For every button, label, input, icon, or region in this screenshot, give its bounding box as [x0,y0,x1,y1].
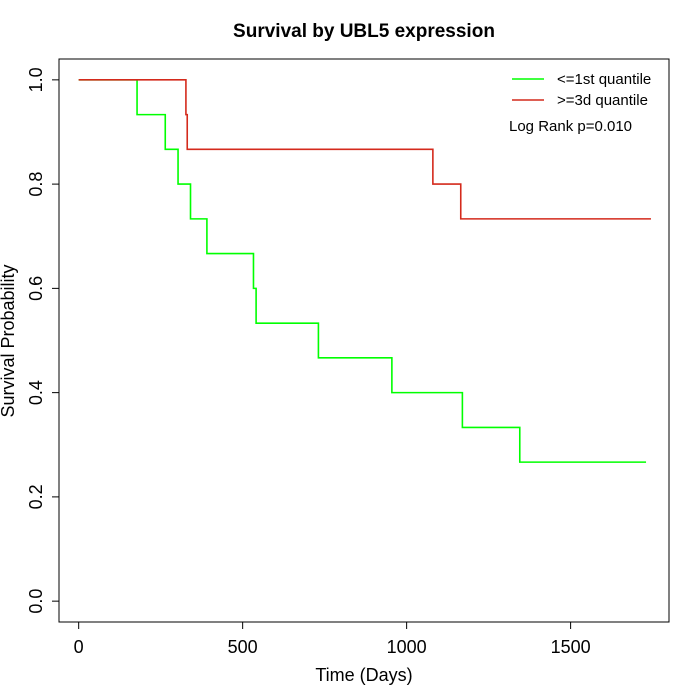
x-axis: 0 500 1000 1500 [74,621,591,657]
series-layer [78,79,651,463]
y-tick-label: 0.2 [26,484,46,509]
survival-curve-high [78,79,651,220]
chart-title: Survival by UBL5 expression [233,21,495,42]
log-rank-annotation: Log Rank p=0.010 [509,118,632,135]
y-tick-label: 0.8 [26,172,46,197]
x-axis-label: Time (Days) [315,665,412,685]
y-axis-label: Survival Probability [0,264,18,417]
x-tick-label: 500 [228,637,258,657]
x-tick-label: 0 [74,637,84,657]
y-tick-label: 0.0 [26,589,46,614]
y-axis: 0.0 0.2 0.4 0.6 0.8 1.0 [26,67,60,614]
survival-curve-low [78,79,647,463]
plot-frame [58,58,670,623]
legend-label-high: >=3d quantile [557,92,648,109]
y-tick-label: 0.6 [26,276,46,301]
x-tick-label: 1000 [387,637,427,657]
y-tick-label: 1.0 [26,67,46,92]
legend: <=1st quantile >=3d quantile [512,71,651,109]
y-tick-label: 0.4 [26,380,46,405]
x-tick-label: 1500 [551,637,591,657]
legend-label-low: <=1st quantile [557,71,651,88]
